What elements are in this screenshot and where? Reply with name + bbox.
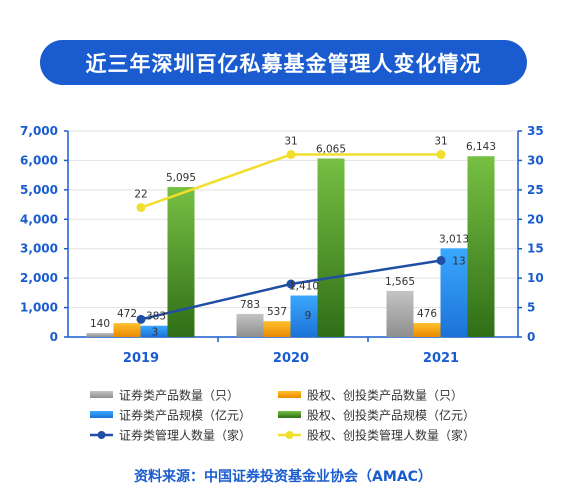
y-right-tick-label: 30 — [527, 153, 544, 167]
y-left-tick-label: 2,000 — [20, 271, 58, 285]
bar — [140, 325, 168, 337]
y-right-tick-label: 20 — [527, 212, 544, 226]
bar-data-label: 783 — [240, 299, 260, 311]
bar-data-label: 6,143 — [466, 141, 496, 153]
line-data-label: 31 — [434, 136, 447, 148]
y-left-tick-label: 4,000 — [20, 212, 58, 226]
bar-data-label: 5,095 — [166, 172, 196, 184]
bar-data-label: 140 — [90, 318, 110, 330]
data-labels: 140 783 1,565 472 537 476 383 1,410 3,013 5,095 6,… — [90, 136, 496, 339]
y-left-tick-label: 7,000 — [20, 124, 58, 138]
line-data-label: 22 — [134, 189, 147, 201]
bar-data-label: 6,065 — [316, 144, 346, 156]
line-point — [136, 314, 146, 324]
line-data-label: 9 — [305, 310, 312, 322]
legend-label: 股权、创投类管理人数量（家） — [307, 428, 475, 443]
bar-data-label: 537 — [267, 306, 287, 318]
bar — [236, 313, 264, 337]
chart-title-banner: 近三年深圳百亿私募基金管理人变化情况 — [40, 40, 527, 85]
bar — [467, 156, 495, 337]
legend-swatch — [90, 411, 113, 418]
legend-marker — [285, 431, 294, 439]
bar-data-label: 383 — [146, 311, 166, 323]
bar-data-label: 1,410 — [289, 281, 319, 293]
bar — [317, 158, 345, 337]
line-data-label: 31 — [284, 136, 297, 148]
y-right-tick-label: 10 — [527, 271, 544, 285]
bar — [413, 322, 441, 337]
line-marks — [136, 150, 446, 324]
y-right-tick-label: 15 — [527, 242, 544, 256]
x-tick-label: 2021 — [423, 351, 459, 366]
axes: 0 1,000 2,000 3,000 4,000 5,000 6,000 7,000 0 5 10… — [20, 124, 544, 366]
y-right-tick-label: 5 — [527, 301, 535, 315]
bar — [113, 323, 141, 337]
bar — [386, 290, 414, 337]
y-right-tick-label: 35 — [527, 124, 544, 138]
legend-swatch — [278, 391, 301, 398]
x-tick-label: 2019 — [123, 351, 159, 366]
bar — [440, 248, 468, 337]
line-point — [436, 150, 446, 160]
line-point — [286, 150, 296, 160]
line-data-label: 13 — [452, 255, 465, 267]
legend-swatch — [90, 391, 113, 398]
legend-label: 股权、创投类产品规模（亿元） — [307, 408, 475, 423]
y-left-tick-label: 6,000 — [20, 153, 58, 167]
bar — [167, 187, 195, 337]
bar-data-label: 476 — [417, 308, 437, 320]
bar — [263, 321, 291, 337]
line-data-label: 3 — [152, 326, 159, 338]
y-left-tick-label: 5,000 — [20, 183, 58, 197]
line-point — [136, 203, 146, 213]
source-note: 资料来源：中国证券投资基金业协会（AMAC） — [134, 469, 432, 485]
bar-data-label: 472 — [117, 308, 137, 320]
x-tick-label: 2020 — [273, 351, 309, 366]
y-right-tick-label: 25 — [527, 183, 544, 197]
y-left-tick-label: 3,000 — [20, 242, 58, 256]
bar — [86, 332, 114, 337]
legend-label: 证券类产品规模（亿元） — [119, 408, 251, 423]
line-point — [286, 279, 296, 289]
y-right-tick-label: 0 — [527, 330, 535, 344]
legend-label: 证券类管理人数量（家） — [119, 428, 251, 443]
y-left-tick-label: 0 — [50, 330, 58, 344]
legend-marker — [97, 431, 106, 439]
bar-marks — [86, 156, 495, 337]
legend-swatch — [278, 411, 301, 418]
legend-label: 股权、创投类产品数量（只） — [307, 388, 463, 403]
line-point — [436, 255, 446, 265]
y-left-tick-label: 1,000 — [20, 301, 58, 315]
bar-data-label: 1,565 — [385, 276, 415, 288]
legend-label: 证券类产品数量（只） — [119, 388, 239, 403]
chart-title: 近三年深圳百亿私募基金管理人变化情况 — [85, 51, 482, 76]
legend: 证券类产品数量（只） 股权、创投类产品数量（只） 证券类产品规模（亿元） 股权、创投类… — [90, 388, 475, 443]
bar-data-label: 3,013 — [439, 233, 469, 245]
bar — [290, 295, 318, 337]
